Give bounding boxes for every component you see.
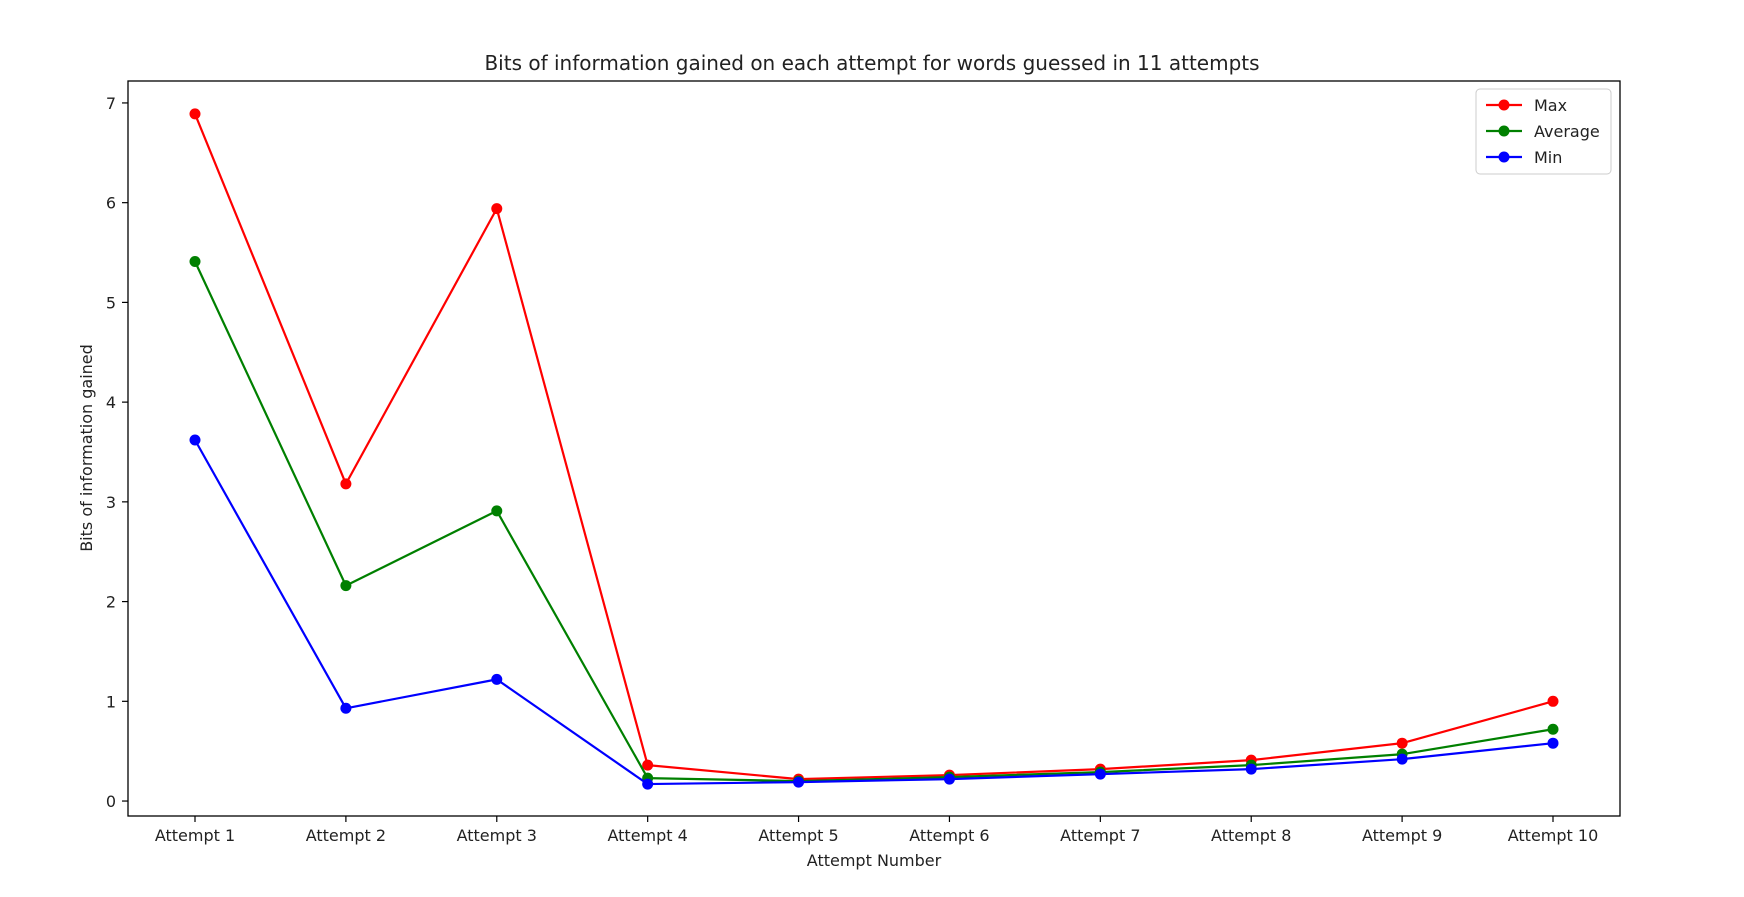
x-axis-label: Attempt Number [807, 851, 942, 870]
x-axis-ticks: Attempt 1 Attempt 2 Attempt 3 Attempt 4 Atte… [155, 816, 1598, 845]
series-layer [189, 108, 1559, 790]
data-point-min [1245, 763, 1257, 775]
x-tick-label: Attempt 6 [909, 826, 989, 845]
data-point-min [1547, 737, 1559, 749]
data-point-max [1396, 737, 1408, 749]
data-point-max [189, 108, 201, 120]
data-point-max [642, 759, 654, 771]
y-tick-label: 7 [106, 94, 116, 113]
plot-frame [127, 80, 1621, 817]
legend-marker-max [1498, 99, 1510, 111]
y-tick-label: 4 [106, 393, 116, 412]
data-point-average [340, 580, 352, 592]
series-line-average [194, 261, 1554, 783]
data-point-min [793, 776, 805, 788]
legend-items: Max Average Min [1486, 96, 1600, 167]
data-point-max [491, 203, 503, 215]
series-line-min [194, 439, 1554, 786]
data-point-average [1547, 723, 1559, 735]
y-tick-label: 2 [106, 593, 116, 612]
y-tick-label: 0 [106, 792, 116, 811]
y-tick-label: 6 [106, 194, 116, 213]
x-tick-label: Attempt 10 [1508, 826, 1599, 845]
y-tick-label: 5 [106, 293, 116, 312]
x-tick-label: Attempt 3 [457, 826, 537, 845]
x-tick-label: Attempt 9 [1362, 826, 1442, 845]
series-line-max [193, 113, 1554, 781]
legend-marker-average [1498, 125, 1510, 137]
data-point-average [491, 505, 503, 517]
data-point-min [491, 673, 503, 685]
data-point-min [1396, 753, 1408, 765]
x-tick-label: Attempt 8 [1211, 826, 1291, 845]
x-tick-label: Attempt 5 [758, 826, 838, 845]
y-tick-label: 3 [106, 493, 116, 512]
legend-box [1475, 88, 1612, 175]
data-point-average [189, 256, 201, 268]
legend-label-min: Min [1534, 148, 1562, 167]
data-point-min [642, 778, 654, 790]
chart-title: Bits of information gained on each attem… [484, 51, 1259, 75]
y-tick-label: 1 [106, 692, 116, 711]
data-point-min [1094, 768, 1106, 780]
y-axis-ticks: 0 1 2 3 4 5 6 7 [106, 94, 128, 811]
legend: Max Average Min [1475, 88, 1612, 175]
data-point-min [189, 434, 201, 446]
data-point-min [340, 702, 352, 714]
legend-label-average: Average [1534, 122, 1600, 141]
legend-label-max: Max [1534, 96, 1567, 115]
data-point-max [340, 478, 352, 490]
data-point-max [1547, 695, 1559, 707]
x-tick-label: Attempt 7 [1060, 826, 1140, 845]
x-tick-label: Attempt 1 [155, 826, 235, 845]
y-axis-label: Bits of information gained [77, 344, 96, 552]
x-tick-label: Attempt 2 [306, 826, 386, 845]
legend-marker-min [1498, 151, 1510, 163]
data-point-min [943, 773, 955, 785]
x-tick-label: Attempt 4 [607, 826, 687, 845]
